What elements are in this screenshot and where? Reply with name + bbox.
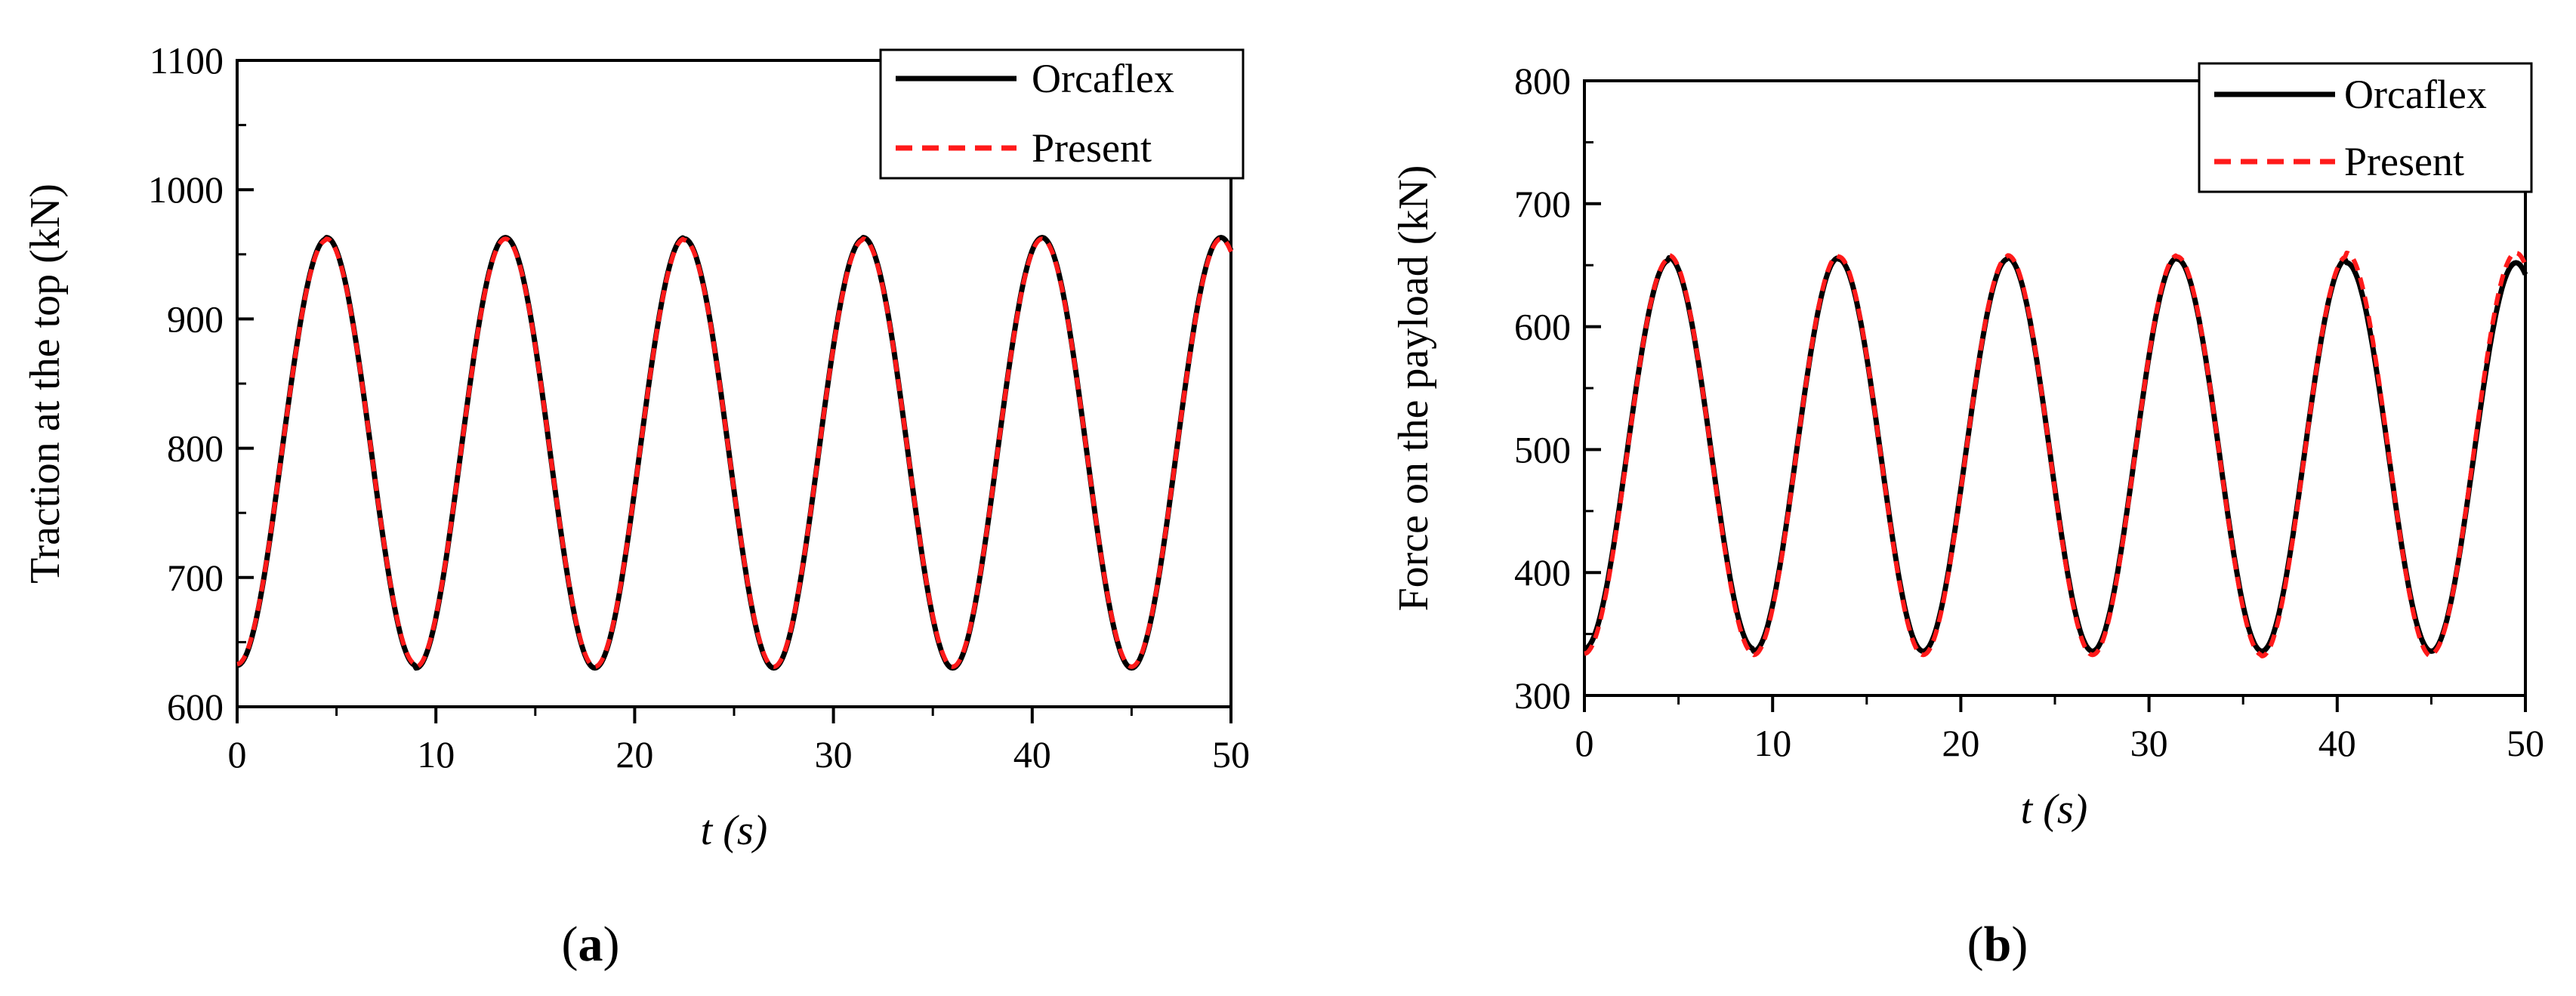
chart-a: 600 700 800 900 1000 1100 0 10 20 30 40 50 Tractio… <box>22 39 1250 972</box>
x-tick-label: 40 <box>1013 733 1051 776</box>
x-tick-label: 30 <box>815 733 853 776</box>
x-axis-title: t (s) <box>2021 786 2088 833</box>
y-tick-label: 700 <box>167 557 224 599</box>
panel-letter: b <box>1984 917 2012 972</box>
legend: Orcaflex Present <box>2198 62 2533 193</box>
panel-letter: a <box>578 917 603 972</box>
chart-b: 300 400 500 600 700 800 0 10 20 30 40 50 Force on … <box>1390 60 2544 972</box>
y-ticks: 300 400 500 600 700 800 <box>1514 60 1601 717</box>
y-tick-label: 1000 <box>148 168 224 211</box>
y-tick-label: 800 <box>167 427 224 470</box>
x-tick-label: 30 <box>2130 722 2168 764</box>
x-axis-title: t (s) <box>701 807 768 854</box>
series-line-orcaflex <box>236 235 1234 671</box>
y-tick-label: 600 <box>1514 306 1571 348</box>
y-tick-label: 700 <box>1514 183 1571 225</box>
x-tick-label: 20 <box>1942 722 1979 764</box>
x-ticks: 0 10 20 30 40 50 <box>1575 695 2544 764</box>
series-group <box>1583 250 2528 658</box>
y-tick-label: 300 <box>1514 674 1571 717</box>
series-line-present <box>1584 250 2528 658</box>
y-tick-label: 500 <box>1514 428 1571 470</box>
y-tick-label: 900 <box>167 298 224 340</box>
legend-box <box>2198 62 2533 193</box>
y-tick-label: 600 <box>167 686 224 728</box>
legend-box <box>879 48 1245 180</box>
legend-label-orcaflex: Orcaflex <box>2344 72 2487 117</box>
x-tick-label: 40 <box>2318 722 2356 764</box>
y-axis-title: Traction at the top (kN) <box>22 183 69 584</box>
legend-label-present: Present <box>1032 125 1152 171</box>
y-tick-label: 800 <box>1514 60 1571 102</box>
y-tick-label: 1100 <box>150 39 224 82</box>
x-tick-label: 0 <box>228 733 247 776</box>
legend-label-orcaflex: Orcaflex <box>1032 56 1174 101</box>
x-ticks: 0 10 20 30 40 50 <box>228 707 1250 776</box>
x-tick-label: 10 <box>417 733 455 776</box>
panel-label: (b) <box>1967 917 2028 972</box>
series-line-orcaflex <box>1583 254 2528 654</box>
legend: Orcaflex Present <box>879 48 1245 180</box>
series-group <box>236 235 1234 671</box>
y-tick-label: 400 <box>1514 551 1571 594</box>
y-axis-title: Force on the payload (kN) <box>1390 165 1437 612</box>
series-line-present <box>236 236 1233 669</box>
x-tick-label: 20 <box>615 733 653 776</box>
panel-label: (a) <box>562 917 620 972</box>
x-tick-label: 0 <box>1575 722 1594 764</box>
legend-label-present: Present <box>2344 139 2464 184</box>
x-tick-label: 50 <box>1212 733 1250 776</box>
x-tick-label: 10 <box>1754 722 1791 764</box>
x-tick-label: 50 <box>2507 722 2544 764</box>
y-ticks: 600 700 800 900 1000 1100 <box>148 39 254 728</box>
